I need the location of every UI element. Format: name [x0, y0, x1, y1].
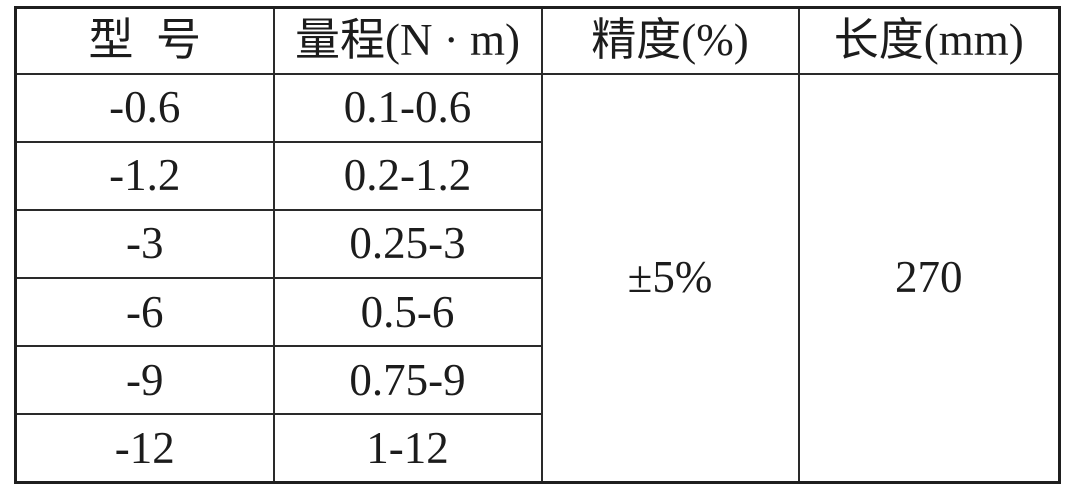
- length-merged-cell: 270: [797, 72, 1061, 484]
- model-cell: -12: [14, 413, 275, 484]
- table-row: -12 1-12: [14, 413, 1060, 484]
- model-cell: -1.2: [14, 140, 275, 211]
- accuracy-column-header: 精度(%): [540, 6, 800, 75]
- range-cell: 0.75-9: [272, 345, 543, 416]
- model-cell: -6: [14, 276, 275, 348]
- range-cell: 0.5-6: [272, 276, 543, 348]
- model-cell: -3: [14, 208, 275, 279]
- model-cell: -9: [14, 345, 275, 416]
- torque-spec-table: 型 号 量程(N · m) 精度(%) 长度(mm) -0.6 0.1-0.6 …: [14, 6, 1061, 484]
- range-cell: 0.2-1.2: [272, 140, 543, 211]
- table-row: -1.2 0.2-1.2: [14, 140, 1060, 211]
- table-header-row: 型 号 量程(N · m) 精度(%) 长度(mm): [14, 6, 1061, 75]
- table-row: -9 0.75-9: [14, 345, 1060, 416]
- range-cell: 0.25-3: [272, 208, 543, 279]
- model-column-header: 型 号: [14, 6, 275, 75]
- model-cell: -0.6: [14, 72, 275, 143]
- table-row: -0.6 0.1-0.6 ±5% 270: [14, 72, 1061, 484]
- range-column-header: 量程(N · m): [272, 6, 543, 75]
- length-column-header: 长度(mm): [797, 6, 1061, 75]
- range-cell: 1-12: [272, 413, 543, 484]
- table-row: -6 0.5-6: [14, 276, 1060, 348]
- table-row: -3 0.25-3: [14, 208, 1060, 279]
- range-cell: 0.1-0.6: [272, 72, 543, 143]
- accuracy-merged-cell: ±5%: [540, 72, 800, 484]
